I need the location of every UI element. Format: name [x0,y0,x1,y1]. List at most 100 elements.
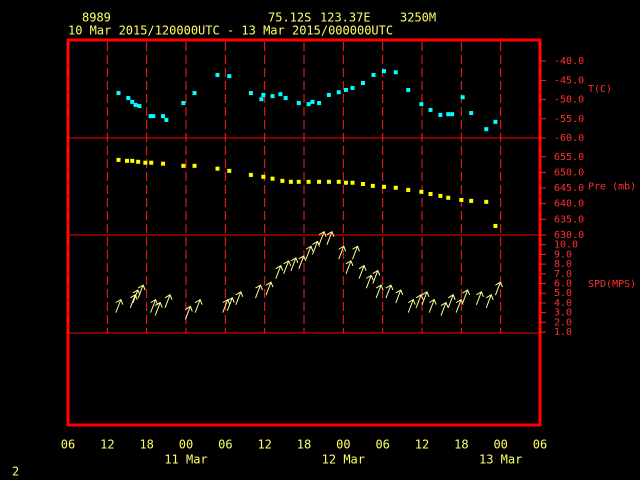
wind-arrow [352,245,360,260]
wind-arrow [305,245,314,260]
point [137,104,142,109]
wind-arrow [345,260,354,274]
point [133,102,138,107]
point [270,176,275,181]
y-tick-label: 3.0 [554,308,572,319]
point [283,96,288,101]
point [450,112,455,117]
y-tick-label: 7.0 [554,269,572,280]
point [227,168,232,173]
wind-arrow [485,294,494,308]
point [336,90,341,95]
y-tick-label: 10.0 [554,240,578,251]
point [181,101,186,106]
point [361,181,365,186]
point [326,179,331,184]
wind-arrow [358,264,367,279]
wind-arrow [372,269,381,284]
x-tick-label: 12 [100,438,114,452]
point [484,127,489,132]
point [278,92,283,97]
wind-arrow [494,281,503,296]
wind-arrow [222,298,231,313]
y-tick-label: 635.0 [554,214,584,225]
wind-arrow [455,298,464,313]
point [151,114,156,119]
y-tick-label: 8.0 [554,259,572,270]
point [125,158,129,163]
x-date-label: 11 Mar [164,453,207,467]
wind-arrow [447,294,456,308]
point [493,119,498,124]
point [361,81,365,86]
x-tick-label: 00 [336,438,350,452]
point [350,86,355,91]
wind-arrow [275,264,284,279]
x-tick-label: 06 [533,438,547,452]
y-axis-label: T(C) [588,84,612,95]
point [116,91,121,96]
point [288,179,293,184]
y-axis-label: SPD(MPS) [588,279,636,290]
point [259,97,264,102]
point [143,160,148,165]
point [393,185,398,190]
wind-arrow [283,260,292,274]
point [371,72,376,77]
wind-arrow [407,298,416,313]
wind-arrow [428,298,437,313]
point [148,114,153,119]
x-tick-label: 18 [139,438,153,452]
y-tick-label: 655.0 [554,152,584,163]
point [296,101,301,106]
point [248,172,253,177]
y-tick-label: 1.0 [554,327,572,338]
wind-arrow [475,291,484,306]
wind-arrow [326,230,335,245]
wind-arrow [226,296,235,311]
y-tick-label: 2.0 [554,317,572,328]
point [136,159,141,164]
point [270,94,275,99]
x-tick-label: 06 [61,438,75,452]
longitude: 123.37E [320,11,371,25]
point [280,178,285,183]
point [336,179,341,184]
latitude: 75.12S [268,11,311,25]
point [317,179,322,184]
x-date-label: 13 Mar [479,453,522,467]
wind-arrow [194,298,203,313]
point [317,101,322,106]
point [164,117,169,122]
y-tick-label: 630.0 [554,230,584,241]
point [484,199,489,204]
point [215,166,220,171]
x-tick-label: 06 [218,438,232,452]
x-tick-label: 00 [179,438,193,452]
y-tick-label: -40.0 [554,56,584,67]
point [130,99,135,104]
x-tick-label: 12 [415,438,429,452]
point [438,193,443,198]
point [326,92,331,97]
wind-arrow [154,301,163,316]
point [419,102,424,107]
point [428,192,433,197]
wind-arrow [365,274,374,289]
point [343,180,348,185]
point [296,179,301,184]
x-tick-label: 12 [257,438,271,452]
point [227,74,232,79]
point [306,102,311,107]
wind-arrow [415,294,424,308]
point [161,114,166,119]
point [215,72,220,77]
point [126,96,131,101]
wind-arrow [184,305,193,320]
point [116,157,121,162]
point [248,91,253,96]
point [393,70,398,75]
point [469,111,474,116]
point [130,158,135,163]
y-axis-label: Pre (mb) [588,182,636,193]
